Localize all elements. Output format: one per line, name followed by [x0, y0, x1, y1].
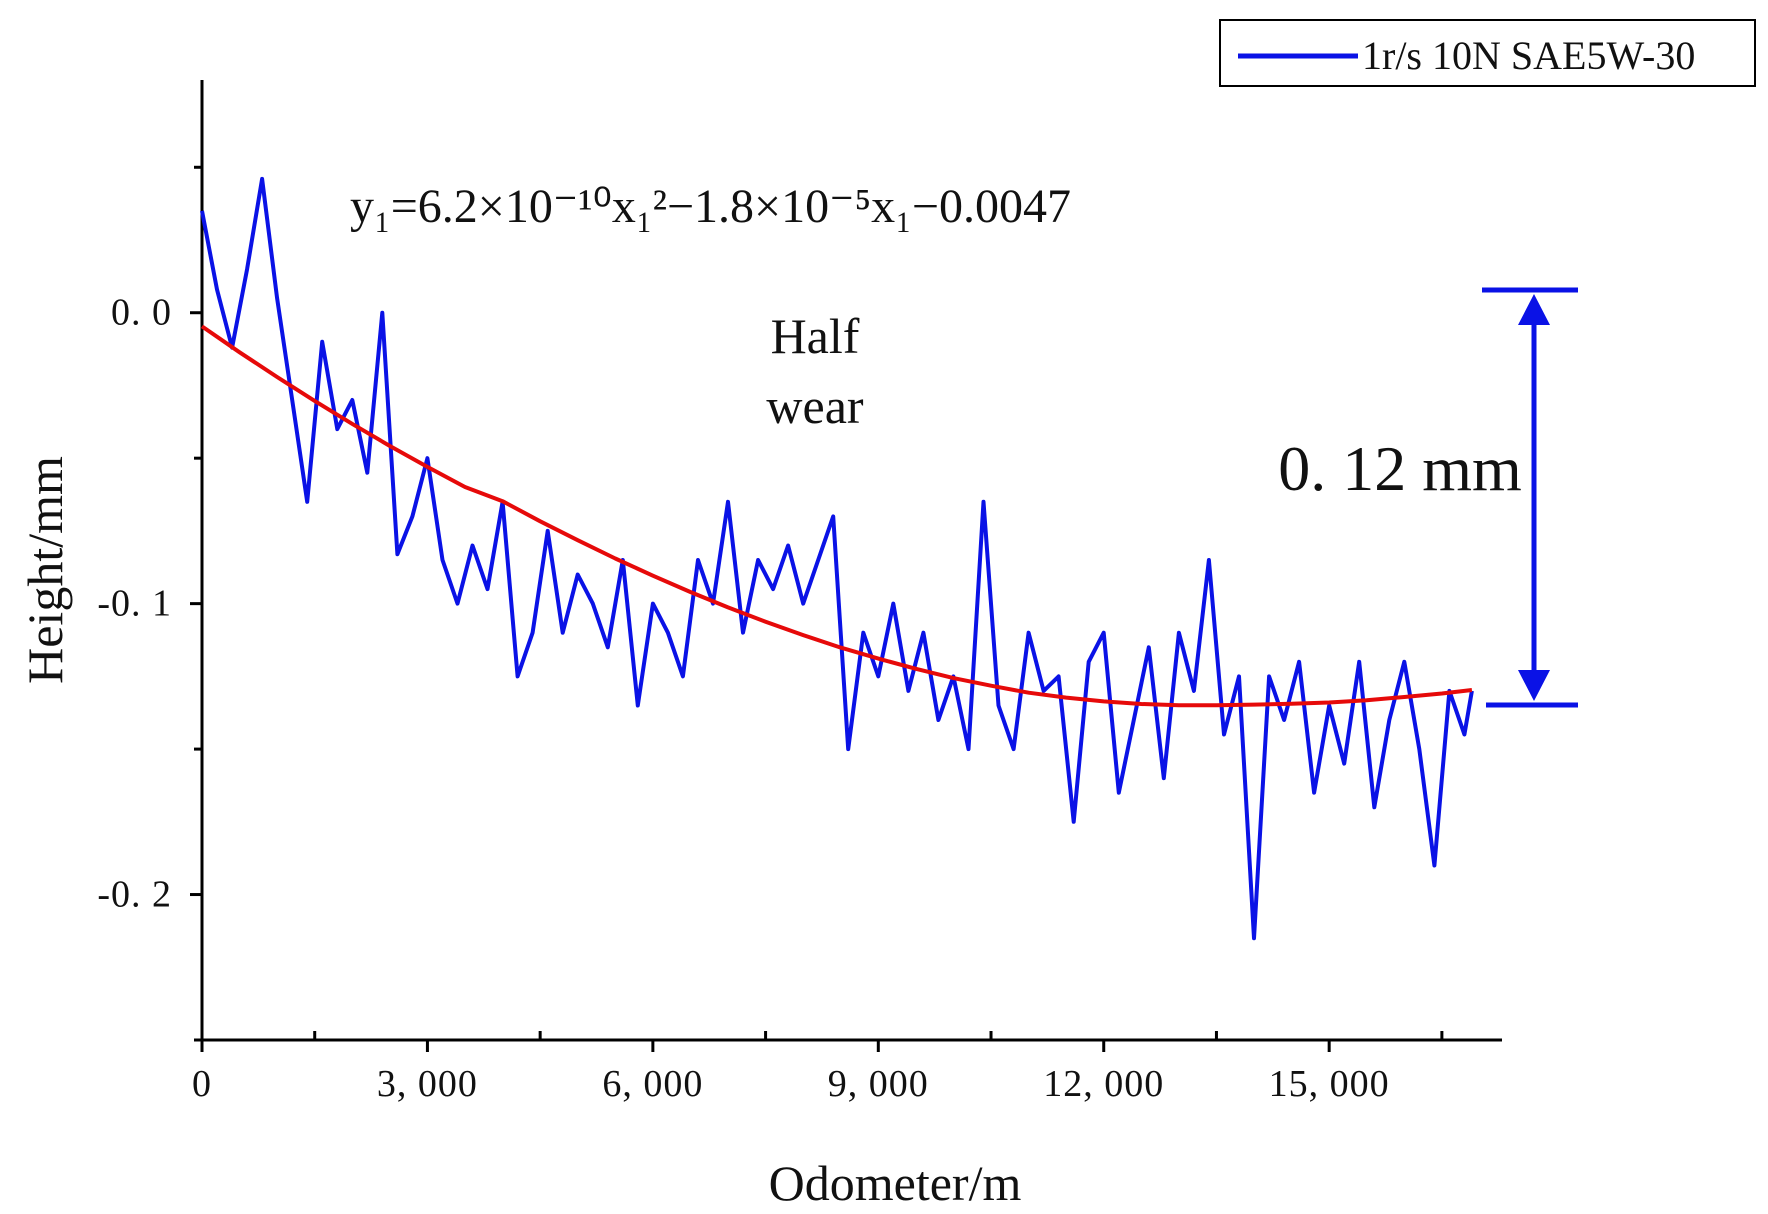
dimension-arrowhead-up	[1518, 294, 1550, 325]
x-tick-label: 6, 000	[602, 1063, 703, 1105]
dimension-label: 0. 12 mm	[1278, 433, 1522, 504]
half-wear-label-line1: Half	[771, 308, 860, 364]
x-tick-label: 9, 000	[828, 1063, 929, 1105]
x-tick-label: 3, 000	[377, 1063, 478, 1105]
y-tick-label: -0. 1	[97, 583, 172, 625]
series-layer	[200, 176, 1474, 941]
y-axis-title: Height/mm	[17, 456, 73, 684]
legend: 1r/s 10N SAE5W-30	[1219, 19, 1756, 87]
x-tick-label: 12, 000	[1043, 1063, 1164, 1105]
x-tick-label: 0	[192, 1063, 212, 1105]
y-tick-label: 0. 0	[111, 292, 172, 334]
fit-curve-line	[200, 324, 1473, 708]
x-axis-ticks: 0 3, 000 6, 000 9, 000 12, 000 15, 000	[192, 1031, 1444, 1105]
x-axis-title: Odometer/m	[769, 1155, 1022, 1211]
y-tick-label: -0. 2	[97, 874, 172, 916]
legend-box	[1219, 19, 1756, 87]
half-wear-label-line2: wear	[766, 378, 863, 434]
legend-label: 1r/s 10N SAE5W-30	[1362, 33, 1695, 78]
fit-equation: y₁=6.2×10⁻¹⁰x₁²−1.8×10⁻⁵x₁−0.0047	[350, 180, 1071, 233]
x-tick-label: 15, 000	[1269, 1063, 1390, 1105]
measured-height-series-line	[200, 176, 1474, 941]
y-axis-ticks: 0. 0 -0. 1 -0. 2	[97, 165, 202, 1042]
wear-dimension-indicator	[1482, 287, 1578, 708]
dimension-arrowhead-down	[1518, 670, 1550, 701]
